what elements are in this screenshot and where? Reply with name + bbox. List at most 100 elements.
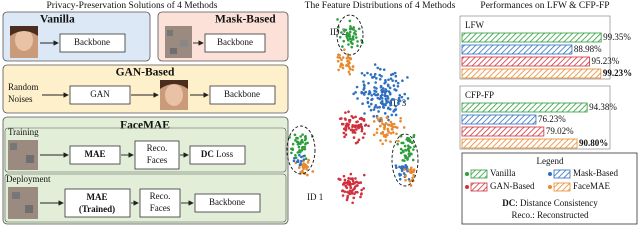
feature-dot <box>345 186 349 190</box>
feature-dot <box>369 73 373 76</box>
feature-dot <box>407 168 410 171</box>
feature-dot <box>376 106 379 109</box>
feature-dot <box>364 123 368 127</box>
bar <box>461 126 545 137</box>
figure: Privacy-Preservation Solutions of 4 Meth… <box>2 0 638 225</box>
feature-dot <box>379 116 383 120</box>
shape <box>4 173 287 223</box>
feature-dot <box>406 76 409 79</box>
feature-dot <box>372 120 376 123</box>
label: Random <box>8 82 39 92</box>
shape <box>170 48 177 54</box>
feature-dot <box>355 180 359 184</box>
feature-dot <box>390 127 394 131</box>
feature-dot <box>306 165 309 169</box>
middle-panel: The Feature Distributions of 4 Methods I… <box>286 0 456 205</box>
feature-dot <box>349 186 353 189</box>
shape <box>180 40 188 47</box>
feature-dot <box>349 26 353 30</box>
feature-dot <box>394 164 398 167</box>
label: ID 1 <box>307 192 323 202</box>
feature-dot <box>403 92 407 96</box>
feature-dot <box>342 174 346 178</box>
feature-dot <box>401 79 404 82</box>
feature-dot <box>400 169 404 173</box>
feature-dot <box>304 163 308 167</box>
feature-dot <box>402 172 406 175</box>
feature-dot <box>350 38 354 41</box>
feature-dot <box>412 173 415 177</box>
feature-dot <box>373 86 376 89</box>
legend-swatch <box>553 182 571 192</box>
feature-dot <box>375 87 378 90</box>
feature-dot <box>375 131 379 134</box>
feature-dot <box>360 91 364 95</box>
shape <box>4 127 287 173</box>
value-label: 88.98% <box>574 44 602 54</box>
shape <box>25 205 33 213</box>
feature-dot <box>411 158 415 162</box>
feature-dot <box>337 68 340 72</box>
value-label: 90.80% <box>579 138 608 148</box>
feature-dot <box>351 201 354 205</box>
feature-dot <box>354 91 357 94</box>
feature-dot <box>362 187 366 190</box>
feature-dot <box>296 140 300 144</box>
shape <box>26 155 34 163</box>
feature-dot <box>375 77 378 80</box>
feature-dot <box>367 81 370 85</box>
feature-dot <box>302 158 306 161</box>
feature-dot <box>399 147 403 151</box>
feature-dot <box>341 66 345 70</box>
feature-dot <box>341 45 344 48</box>
feature-dot <box>338 53 341 57</box>
feature-dot <box>379 139 382 142</box>
feature-dot <box>293 133 297 137</box>
feature-dot <box>386 107 390 110</box>
feature-dot <box>298 148 301 152</box>
feature-dot <box>300 155 303 159</box>
method-title: Vanilla <box>40 14 75 26</box>
feature-dot <box>354 177 357 180</box>
feature-dot <box>344 118 347 121</box>
feature-dot <box>344 184 347 187</box>
feature-dot <box>356 40 359 43</box>
label: ID 2 <box>330 27 346 37</box>
label: DC: Distance Consistency <box>502 198 598 208</box>
shape <box>139 188 181 218</box>
feature-dot <box>340 58 343 62</box>
feature-dot <box>351 177 354 180</box>
feature-dot <box>389 103 392 107</box>
feature-dot <box>392 84 396 87</box>
value-label: 99.23% <box>603 68 632 78</box>
feature-dot <box>361 136 365 139</box>
feature-dot <box>408 153 411 157</box>
feature-dot <box>380 119 384 123</box>
feature-dot <box>376 66 380 70</box>
feature-dot <box>372 133 376 137</box>
feature-dot <box>363 84 366 88</box>
feature-dot <box>412 169 416 172</box>
feature-dot <box>351 42 354 45</box>
feature-dot <box>344 28 348 32</box>
feature-dot <box>295 136 298 140</box>
feature-dot <box>290 151 293 155</box>
feature-dot <box>413 145 416 148</box>
feature-dot <box>367 124 370 128</box>
bar <box>461 114 537 125</box>
feature-dot <box>362 119 366 122</box>
shape <box>209 85 276 105</box>
feature-dot <box>384 139 388 142</box>
feature-dot <box>342 131 346 135</box>
value-label: 94.38% <box>589 102 617 112</box>
feature-dot <box>341 122 345 126</box>
feature-dot <box>376 93 380 96</box>
feature-dot <box>299 135 303 138</box>
feature-dot <box>410 169 414 173</box>
feature-dot <box>400 95 404 99</box>
feature-dot <box>389 131 393 135</box>
feature-dot <box>300 149 304 152</box>
label: Backbone <box>74 37 110 47</box>
feature-dot <box>349 184 352 187</box>
feature-dot <box>407 145 411 149</box>
